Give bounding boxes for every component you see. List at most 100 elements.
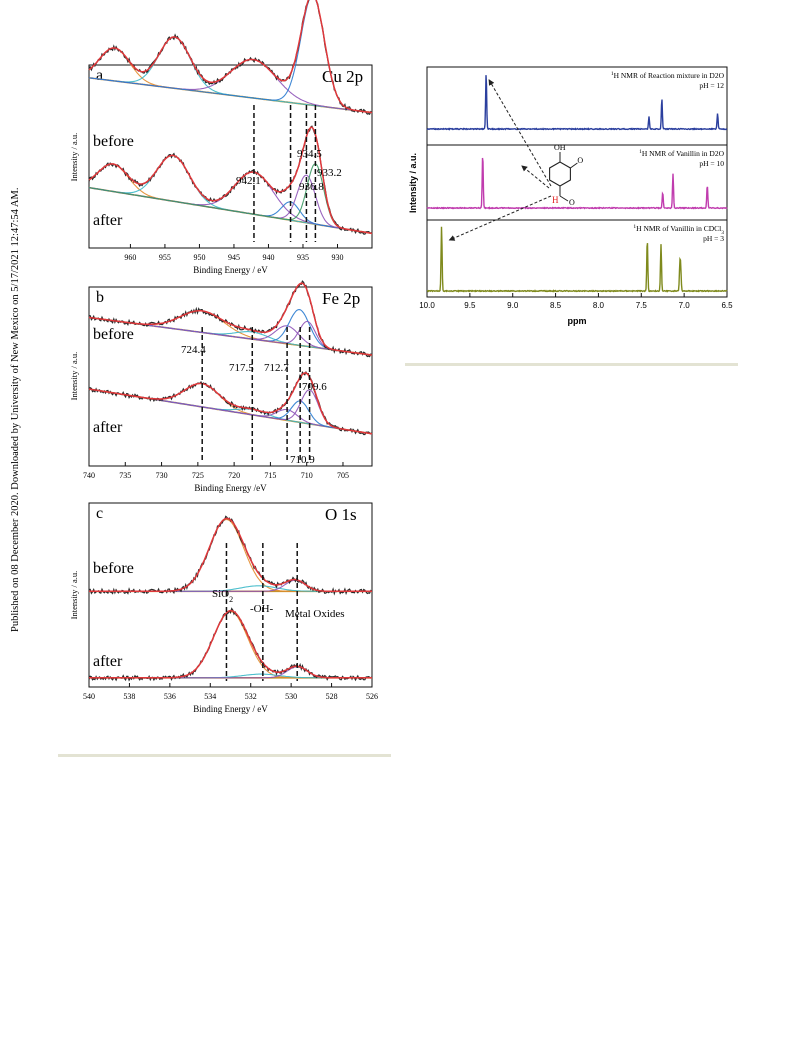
x-tick-label: 710 <box>301 471 313 480</box>
x-axis-title: Binding Energy /eV <box>194 483 267 493</box>
component-peak <box>88 0 373 114</box>
x-tick-label: 10.0 <box>419 301 435 310</box>
x-tick-label: 538 <box>123 692 135 701</box>
spectrum-title: 1H NMR of Vanillin in CDCl3 <box>633 224 724 236</box>
annotation-label: 724.4 <box>181 344 206 356</box>
x-axis-title: Binding Energy / eV <box>193 265 268 275</box>
x-tick-label: 720 <box>228 471 240 480</box>
spectrum-title: 1H NMR of Reaction mixture in D2O <box>611 71 725 80</box>
spectrum-condition: pH = 3 <box>703 234 724 243</box>
y-axis-title: Intensity / a.u. <box>69 352 79 401</box>
trace-label: before <box>93 133 134 150</box>
component-peak <box>88 174 373 234</box>
x-tick-label: 715 <box>264 471 276 480</box>
x-tick-label: 532 <box>245 692 257 701</box>
panel-element-label: O 1s <box>325 505 357 524</box>
xps-fe2p-panel: 740 735 730 725 720 715 710 705 Binding Energy /… <box>69 280 373 493</box>
aldehyde-h-label: H <box>552 195 559 205</box>
x-tick-label: 534 <box>204 692 216 701</box>
component-peak <box>88 163 373 234</box>
x-tick-label: 7.0 <box>679 301 691 310</box>
annotation-label: 936.8 <box>299 181 324 193</box>
x-tick-label: 955 <box>159 253 171 262</box>
annotation-label: 710.9 <box>290 454 315 466</box>
raw-spectrum <box>88 515 373 596</box>
y-axis-title: Intensity / a.u. <box>69 133 79 182</box>
assignment-arrow <box>488 79 552 187</box>
x-tick-label: 730 <box>156 471 168 480</box>
x-tick-label: 960 <box>124 253 136 262</box>
x-tick-label: 945 <box>228 253 240 262</box>
x-tick-label: 536 <box>164 692 176 701</box>
fit-envelope <box>88 372 373 435</box>
annotation-label: 942.1 <box>236 175 261 187</box>
trace-label: before <box>93 560 134 577</box>
trace-label: after <box>93 653 123 670</box>
x-tick-label: 526 <box>366 692 378 701</box>
bond <box>559 195 569 202</box>
annotation-label: 934.5 <box>297 148 322 160</box>
fit-envelope <box>89 609 372 679</box>
panel-element-label: Cu 2p <box>322 67 363 86</box>
x-tick-label: 935 <box>297 253 309 262</box>
panel-letter: c <box>96 505 103 522</box>
component-peak <box>89 519 372 592</box>
nmr-spectrum <box>426 75 727 131</box>
nmr-spectrum <box>427 226 728 293</box>
x-tick-label: 940 <box>262 253 274 262</box>
x-tick-label: 735 <box>119 471 131 480</box>
x-tick-label: 8.5 <box>550 301 562 310</box>
benzene-ring <box>549 161 571 187</box>
y-axis-title: Intensity / a.u. <box>69 571 79 620</box>
x-axis-title: ppm <box>568 316 587 326</box>
right-column-rule <box>405 363 738 366</box>
plot-frame <box>426 66 728 298</box>
x-tick-label: 950 <box>193 253 205 262</box>
trace-label: after <box>93 212 123 229</box>
panel-element-label: Fe 2p <box>322 289 360 308</box>
annotation-label: SiO2 <box>212 588 233 604</box>
panel-letter: b <box>96 289 104 306</box>
left-column-rule <box>58 754 391 757</box>
x-tick-label: 705 <box>337 471 349 480</box>
assignment-arrow <box>521 165 550 189</box>
spectrum-title: 1H NMR of Vanillin in D2O <box>639 149 724 158</box>
structure-label: OH <box>554 143 566 152</box>
bond <box>570 162 578 169</box>
x-axis-title: Binding Energy / eV <box>193 704 268 714</box>
trace-label: before <box>93 326 134 343</box>
y-axis-title: Intensity / a.u. <box>408 153 418 213</box>
annotation-label: Metal Oxides <box>285 608 345 620</box>
component-peak <box>88 382 373 435</box>
x-tick-label: 725 <box>192 471 204 480</box>
annotation-label: 717.5 <box>229 362 254 374</box>
component-peak <box>89 611 372 679</box>
x-tick-label: 9.5 <box>464 301 476 310</box>
x-tick-label: 530 <box>285 692 297 701</box>
raw-spectrum <box>88 0 373 115</box>
xps-o1s-panel: 540 538 536 534 532 530 528 526 Binding Energy /… <box>69 502 378 714</box>
x-tick-label: 7.5 <box>636 301 648 310</box>
x-tick-label: 9.0 <box>507 301 519 310</box>
x-tick-label: 540 <box>83 692 95 701</box>
fit-envelope <box>88 126 373 235</box>
structure-label: O <box>569 198 575 207</box>
annotation-label: 709.6 <box>302 381 327 393</box>
x-tick-label: 740 <box>83 471 95 480</box>
x-tick-label: 930 <box>331 253 343 262</box>
nmr-spectrum <box>426 157 728 210</box>
plot-frame <box>88 286 373 467</box>
spectrum-condition: pH = 12 <box>699 81 724 90</box>
spectrum-condition: pH = 10 <box>699 159 724 168</box>
x-tick-label: 8.0 <box>593 301 605 310</box>
annotation-label: 933.2 <box>317 167 342 179</box>
x-tick-label: 6.5 <box>721 301 733 310</box>
plot-frame <box>88 64 373 249</box>
structure-label: O <box>577 156 583 165</box>
fit-envelope <box>89 517 372 593</box>
fit-envelope <box>88 282 373 356</box>
fit-envelope <box>88 0 373 114</box>
annotation-label: 712.7 <box>264 362 289 374</box>
